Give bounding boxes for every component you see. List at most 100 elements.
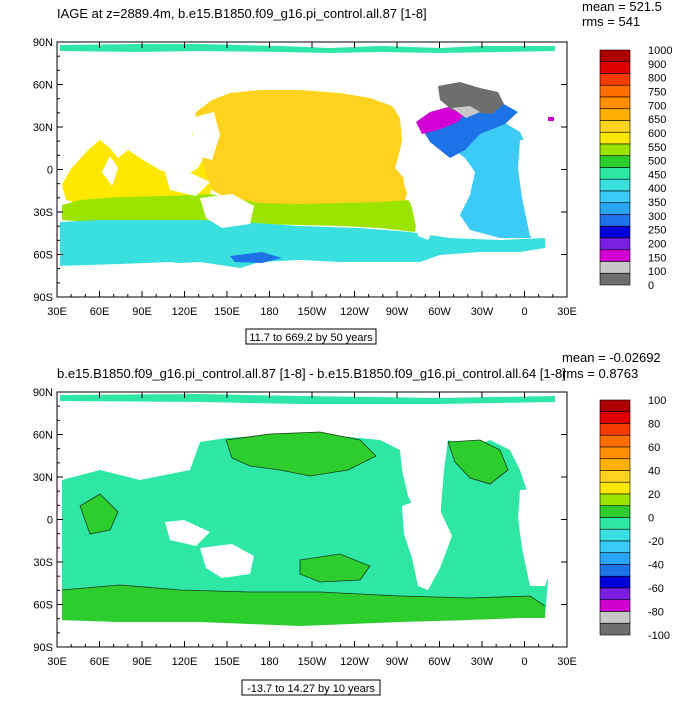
panel2-range-box bbox=[241, 679, 381, 696]
x-tick-label: 120W bbox=[340, 656, 369, 668]
colorbar-label: 20 bbox=[648, 489, 660, 501]
x-tick-label: 0 bbox=[521, 306, 527, 318]
x-tick-label: 60E bbox=[90, 306, 110, 318]
panel1-range-box bbox=[245, 328, 377, 345]
colorbar-swatch bbox=[599, 84, 631, 98]
x-tick-label: 90E bbox=[132, 656, 152, 668]
x-tick-label: 30E bbox=[47, 306, 67, 318]
landmass-africa-horn bbox=[102, 156, 118, 186]
y-tick-label: 0 bbox=[47, 165, 53, 177]
colorbar-label: 900 bbox=[648, 59, 666, 71]
colorbar-swatch bbox=[599, 249, 631, 262]
colorbar-label: 40 bbox=[648, 466, 660, 478]
colorbar-swatch bbox=[599, 225, 631, 239]
colorbar-swatch bbox=[599, 261, 631, 274]
region-north-pacific bbox=[192, 90, 410, 207]
colorbar-label: 700 bbox=[648, 100, 666, 112]
colorbar-swatch bbox=[599, 587, 631, 601]
x-tick-label: 180 bbox=[260, 656, 278, 668]
colorbar-swatch bbox=[599, 49, 631, 63]
landmass-sea-of-okhotsk bbox=[190, 112, 220, 160]
colorbar-swatch bbox=[599, 120, 631, 133]
colorbar-label: 100 bbox=[648, 395, 666, 407]
colorbar-swatch bbox=[599, 481, 631, 495]
colorbar-label: -60 bbox=[648, 583, 664, 595]
region-atlantic bbox=[440, 120, 545, 238]
colorbar-swatch bbox=[599, 540, 631, 554]
colorbar-swatch bbox=[599, 446, 631, 460]
colorbar-label: 300 bbox=[648, 211, 666, 223]
region-nordic-seas bbox=[438, 82, 504, 114]
landmass-antarctica bbox=[57, 256, 567, 297]
colorbar-label: 600 bbox=[648, 128, 666, 140]
panel1-map bbox=[57, 42, 567, 297]
colorbar-swatch bbox=[599, 528, 631, 542]
colorbar-swatch bbox=[599, 131, 631, 145]
y-tick-label: 90N bbox=[33, 37, 53, 49]
colorbar-swatch bbox=[599, 493, 631, 507]
x-tick-label: 30E bbox=[47, 656, 67, 668]
panel1-mean: mean = 521.5 bbox=[582, 0, 662, 14]
colorbar-swatch bbox=[599, 458, 631, 471]
x-tick-label: 30W bbox=[471, 656, 494, 668]
panel2-axes: 30E 60E 90E 120E 150E 180 150W 120W 90W 60W 30W 0 30… bbox=[33, 387, 577, 668]
panel1-colorbar: 1000900800750700650600550500450400350300… bbox=[599, 45, 672, 292]
y-tick-label: 30N bbox=[33, 122, 53, 134]
contour-line-4 bbox=[299, 553, 371, 583]
x-tick-label: 0 bbox=[521, 656, 527, 668]
landmass-south-america-diff bbox=[402, 498, 452, 590]
region-arctic-band-diff bbox=[60, 394, 555, 404]
panel1-axes: 30E 60E 90E 120E 150E 180 150W 120W 90W 60W 30W 0 30… bbox=[33, 37, 577, 318]
colorbar-swatch bbox=[599, 61, 631, 74]
colorbar-swatch bbox=[599, 202, 631, 215]
x-tick-label: 150E bbox=[214, 306, 240, 318]
contour-line-3 bbox=[447, 439, 509, 485]
panel-iage: IAGE at z=2889.4m, b.e15.B1850.f09_g16.p… bbox=[33, 0, 672, 345]
colorbar-swatch bbox=[599, 611, 631, 624]
x-tick-label: 90W bbox=[386, 306, 409, 318]
y-tick-label: 60S bbox=[33, 600, 53, 612]
colorbar-swatch bbox=[599, 434, 631, 448]
colorbar-swatch bbox=[599, 552, 631, 565]
landmass-africa-diff bbox=[518, 488, 560, 586]
panel2-range-label: -13.7 to 14.27 by 10 years bbox=[247, 683, 375, 695]
colorbar-label: 650 bbox=[648, 114, 666, 126]
colorbar-label: 750 bbox=[648, 86, 666, 98]
colorbar-label: 200 bbox=[648, 239, 666, 251]
panel2-mean: mean = -0.02692 bbox=[562, 350, 661, 365]
region-positive-atlantic bbox=[448, 440, 508, 484]
y-tick-label: 30S bbox=[33, 207, 53, 219]
y-tick-label: 90N bbox=[33, 387, 53, 399]
colorbar-label: 250 bbox=[648, 225, 666, 237]
x-tick-label: 150W bbox=[298, 306, 327, 318]
x-tick-label: 120E bbox=[172, 306, 198, 318]
colorbar-label: 400 bbox=[648, 183, 666, 195]
y-tick-label: 60N bbox=[33, 430, 53, 442]
landmass-australia bbox=[200, 194, 254, 228]
colorbar-swatch bbox=[599, 470, 631, 483]
colorbar-label: -40 bbox=[648, 560, 664, 572]
panel1-rms: rms = 541 bbox=[582, 14, 640, 29]
colorbar-swatch bbox=[599, 411, 631, 424]
region-positive-south-pacific bbox=[300, 554, 370, 582]
landmass-indonesia bbox=[165, 170, 210, 196]
x-tick-label: 60W bbox=[428, 306, 451, 318]
colorbar-label: 150 bbox=[648, 252, 666, 264]
colorbar-swatch bbox=[599, 564, 631, 577]
landmass-south-america bbox=[402, 148, 452, 240]
panel2-colorbar: 100 80 60 40 20 0 -20 -40 -60 -80 -100 bbox=[599, 395, 670, 642]
southern-patch bbox=[230, 252, 282, 263]
panel2-title: b.e15.B1850.f09_g16.pi_control.all.87 [1… bbox=[57, 366, 566, 381]
colorbar-label: 350 bbox=[648, 197, 666, 209]
y-tick-label: 60N bbox=[33, 80, 53, 92]
panel2-map bbox=[57, 392, 567, 647]
colorbar-label: 550 bbox=[648, 142, 666, 154]
colorbar-swatch bbox=[599, 237, 631, 251]
colorbar-swatch bbox=[599, 272, 631, 286]
colorbar-label: -100 bbox=[648, 630, 670, 642]
colorbar-swatch bbox=[599, 167, 631, 180]
x-tick-label: 120W bbox=[340, 306, 369, 318]
colorbar-swatch bbox=[599, 143, 631, 157]
x-tick-label: 30E bbox=[557, 656, 577, 668]
colorbar-label: 450 bbox=[648, 169, 666, 181]
